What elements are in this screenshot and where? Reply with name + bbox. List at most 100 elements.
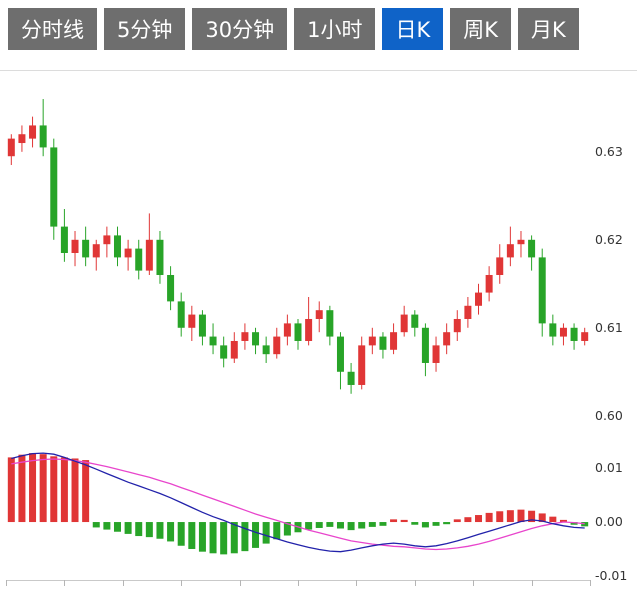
macd-histogram-bar (82, 460, 90, 523)
macd-histogram-bar (103, 522, 111, 530)
candle-body (7, 138, 15, 157)
macd-histogram-bar (400, 519, 408, 523)
macd-histogram-bar (29, 453, 37, 523)
macd-histogram-bar (336, 522, 344, 529)
candle-body (411, 314, 419, 328)
x-axis-tick (356, 580, 358, 586)
candlestick-chart[interactable] (6, 70, 590, 436)
candle-body (241, 332, 249, 341)
tab-30min[interactable]: 30分钟 (192, 8, 288, 50)
candle-body (368, 336, 376, 346)
macd-histogram-bar (326, 522, 334, 527)
macd-histogram-bar (177, 522, 185, 546)
x-axis-tick (590, 580, 591, 586)
candle-body (145, 239, 153, 271)
candle-body (177, 301, 185, 328)
candle-body (198, 314, 206, 337)
candle-body (71, 239, 79, 253)
macd-histogram-bar (411, 522, 419, 525)
macd-histogram-bar (443, 522, 451, 525)
candle-body (156, 239, 164, 275)
macd-histogram-bar (18, 454, 26, 523)
tab-daily-k[interactable]: 日K (382, 8, 444, 50)
macd-histogram-bar (230, 522, 238, 554)
dea-line (11, 458, 585, 551)
macd-histogram-bar (549, 516, 557, 523)
tab-time-line[interactable]: 分时线 (8, 8, 97, 50)
macd-histogram-bar (113, 522, 121, 532)
candle-body (336, 336, 344, 372)
candle-body (421, 327, 429, 363)
candle-body (60, 226, 68, 253)
candle-body (475, 292, 483, 306)
macd-histogram-bar (241, 522, 249, 552)
candle-body (358, 345, 366, 385)
candle-body (559, 327, 567, 337)
macd-histogram-bar (485, 512, 493, 523)
macd-histogram-bar (188, 522, 196, 549)
macd-indicator-chart[interactable] (6, 445, 590, 577)
macd-histogram-bar (145, 522, 153, 538)
candle-body (549, 323, 557, 337)
candle-body (113, 235, 121, 258)
macd-histogram-bar (220, 522, 228, 555)
macd-histogram-bar (71, 458, 79, 523)
macd-histogram-bar (198, 522, 206, 552)
macd-histogram-bar (506, 510, 514, 523)
candle-body (262, 345, 270, 355)
macd-histogram-bar (167, 522, 175, 542)
macd-axis-label: 0.00 (595, 514, 623, 530)
tab-1hour[interactable]: 1小时 (294, 8, 376, 50)
macd-histogram-bar (50, 456, 58, 523)
macd-histogram-bar (581, 522, 589, 527)
macd-histogram-bar (39, 454, 47, 523)
x-axis-tick (122, 580, 124, 586)
macd-histogram-bar (559, 519, 567, 523)
candle-body (92, 244, 100, 258)
price-axis-label: 0.60 (595, 407, 623, 423)
candle-body (273, 336, 281, 355)
macd-histogram-bar (570, 522, 578, 525)
tab-monthly-k[interactable]: 月K (518, 8, 579, 50)
tab-5min[interactable]: 5分钟 (104, 8, 186, 50)
candle-body (29, 125, 37, 139)
macd-axis-label: -0.01 (595, 567, 628, 583)
candle-body (485, 274, 493, 293)
tab-weekly-k[interactable]: 周K (450, 8, 512, 50)
macd-histogram-bar (305, 522, 313, 530)
macd-histogram-bar (7, 457, 15, 523)
candle-body (453, 318, 461, 333)
candle-body (496, 257, 504, 275)
candle-body (506, 244, 514, 258)
macd-histogram-bar (432, 522, 440, 526)
macd-histogram-bar (496, 511, 504, 523)
candle-body (167, 274, 175, 302)
candle-body (315, 310, 323, 319)
macd-histogram-bar (92, 522, 100, 528)
chart-top-divider (0, 70, 637, 71)
macd-histogram-bar (390, 519, 398, 523)
x-axis-tick (239, 580, 241, 586)
candle-body (305, 318, 313, 341)
dif-line (11, 452, 585, 553)
candle-body (294, 323, 302, 341)
macd-histogram-bar (347, 522, 355, 531)
candle-body (347, 371, 355, 385)
candle-body (188, 314, 196, 328)
candle-body (50, 147, 58, 227)
candle-body (464, 305, 472, 319)
candle-body (570, 327, 578, 341)
macd-histogram-bar (283, 522, 291, 536)
candle-body (220, 345, 228, 359)
x-axis-tick (64, 580, 66, 586)
x-axis-tick (298, 580, 299, 586)
x-axis-tick (181, 580, 183, 586)
candle-body (528, 239, 536, 258)
candle-body (581, 332, 589, 341)
candle-body (390, 332, 398, 350)
price-axis-label: 0.63 (595, 143, 623, 159)
macd-histogram-bar (528, 510, 536, 523)
macd-histogram-bar (60, 457, 68, 523)
macd-histogram-bar (453, 519, 461, 523)
macd-histogram-bar (252, 522, 260, 548)
